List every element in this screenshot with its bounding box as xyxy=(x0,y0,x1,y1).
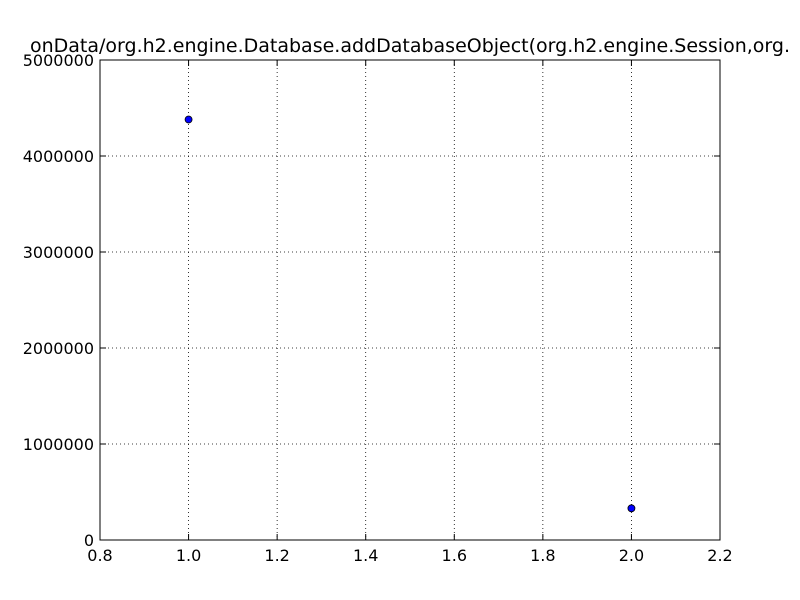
axis-ticks xyxy=(99,59,721,541)
x-tick-label: 2.0 xyxy=(619,546,644,565)
x-tick-label: 1.4 xyxy=(353,546,378,565)
x-tick-label: 0.8 xyxy=(87,546,112,565)
scatter-point xyxy=(184,115,193,124)
grid-lines xyxy=(99,59,721,541)
y-tick-label: 5000000 xyxy=(23,51,94,70)
y-tick-label: 1000000 xyxy=(23,435,94,454)
x-tick-label: 1.8 xyxy=(530,546,555,565)
x-tick-labels: 0.8 1.0 1.2 1.4 1.6 1.8 2.0 2.2 xyxy=(87,546,732,565)
data-points xyxy=(184,115,636,513)
y-tick-label: 0 xyxy=(84,531,94,550)
x-tick-label: 1.6 xyxy=(442,546,467,565)
y-tick-label: 3000000 xyxy=(23,243,94,262)
x-tick-label: 1.0 xyxy=(176,546,201,565)
plot-border xyxy=(99,59,721,541)
y-tick-label: 4000000 xyxy=(23,147,94,166)
plot-frame xyxy=(99,59,721,541)
chart-title: onData/org.h2.engine.Database.addDatabas… xyxy=(30,35,790,57)
x-tick-label: 2.2 xyxy=(707,546,732,565)
scatter-point xyxy=(627,504,636,513)
x-tick-label: 1.2 xyxy=(264,546,289,565)
y-tick-labels: 0 1000000 2000000 3000000 4000000 5000000 xyxy=(23,51,94,550)
y-tick-label: 2000000 xyxy=(23,339,94,358)
